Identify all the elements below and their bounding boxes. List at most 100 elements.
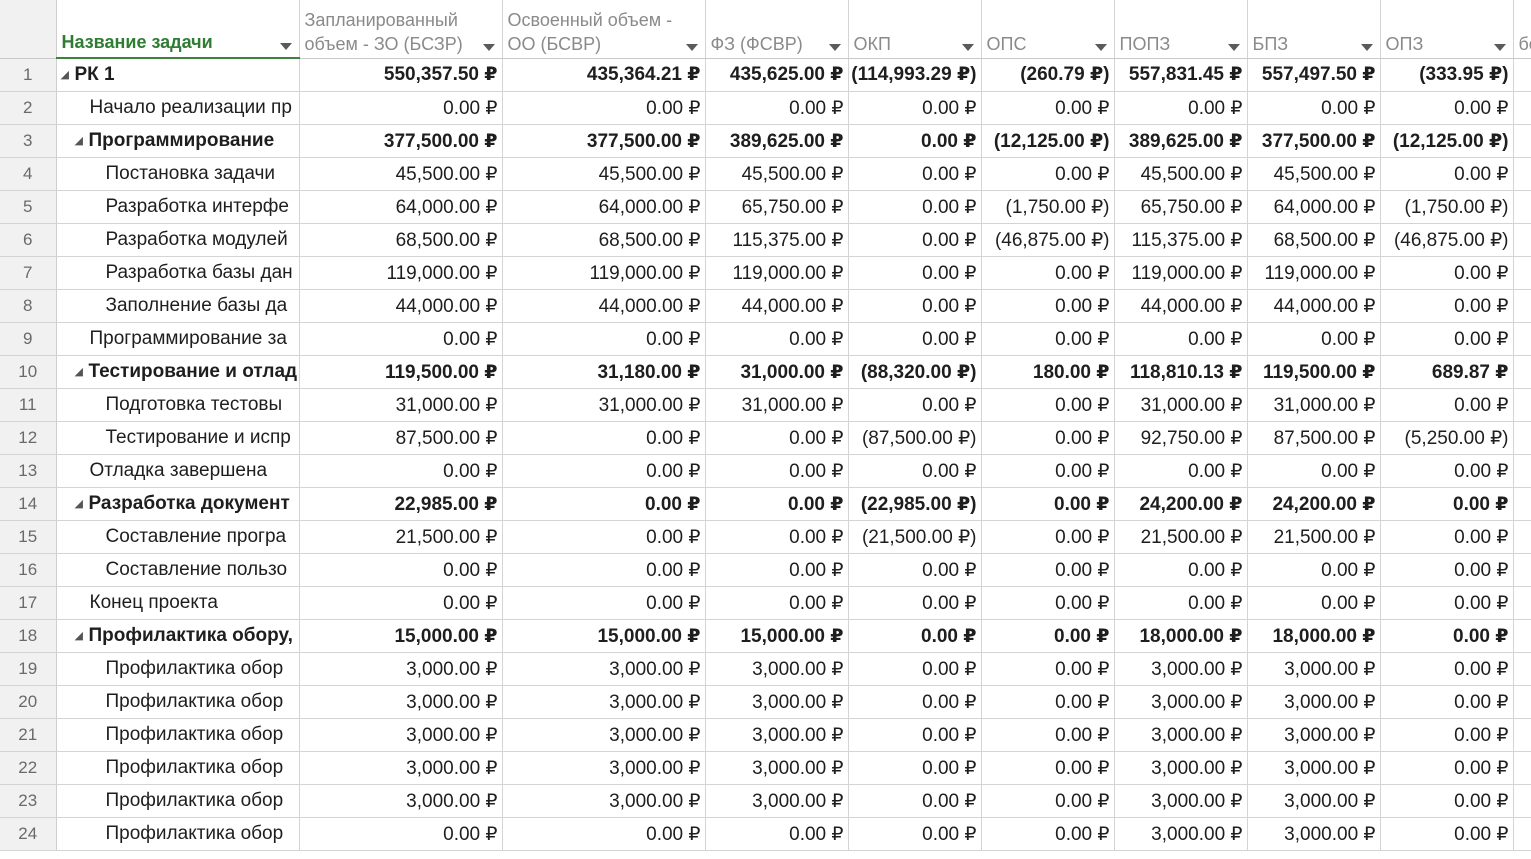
ops-cell[interactable]: 0.00 ₽: [981, 586, 1115, 620]
bpz-cell[interactable]: 31,000.00 ₽: [1247, 388, 1381, 422]
row-number[interactable]: 8: [0, 289, 57, 323]
bpz-cell[interactable]: 557,497.50 ₽: [1247, 58, 1381, 92]
actual-cost-cell[interactable]: 65,750.00 ₽: [705, 190, 849, 224]
partial-column-cell[interactable]: [1513, 421, 1531, 455]
ops-cell[interactable]: 180.00 ₽: [981, 355, 1115, 389]
ops-cell[interactable]: 0.00 ₽: [981, 751, 1115, 785]
planned-value-cell[interactable]: 0.00 ₽: [299, 454, 503, 488]
row-number[interactable]: 21: [0, 718, 57, 752]
row-number[interactable]: 17: [0, 586, 57, 620]
opz-cell[interactable]: 0.00 ₽: [1380, 817, 1514, 851]
planned-value-cell[interactable]: 68,500.00 ₽: [299, 223, 503, 257]
planned-value-cell[interactable]: 0.00 ₽: [299, 553, 503, 587]
popz-cell[interactable]: 119,000.00 ₽: [1114, 256, 1248, 290]
bpz-cell[interactable]: 64,000.00 ₽: [1247, 190, 1381, 224]
partial-column-cell[interactable]: [1513, 817, 1531, 851]
planned-value-cell[interactable]: 0.00 ₽: [299, 322, 503, 356]
okp-cell[interactable]: (114,993.29 ₽): [848, 58, 982, 92]
table-row[interactable]: 15 Составление програ 21,500.00 ₽0.00 ₽0.0…: [0, 520, 1531, 554]
actual-cost-cell[interactable]: 0.00 ₽: [705, 91, 849, 125]
earned-value-cell[interactable]: 119,000.00 ₽: [502, 256, 706, 290]
planned-value-cell[interactable]: 87,500.00 ₽: [299, 421, 503, 455]
bpz-cell[interactable]: 0.00 ₽: [1247, 454, 1381, 488]
popz-cell[interactable]: 44,000.00 ₽: [1114, 289, 1248, 323]
task-name-cell[interactable]: Профилактика обор: [56, 685, 300, 719]
filter-dropdown-arrow-icon[interactable]: [1094, 43, 1107, 51]
table-row[interactable]: 11 Подготовка тестовы 31,000.00 ₽31,000.00…: [0, 388, 1531, 422]
ops-cell[interactable]: 0.00 ₽: [981, 289, 1115, 323]
task-name-cell[interactable]: Отладка завершена: [56, 454, 300, 488]
column-header-bpz[interactable]: БПЗ: [1247, 0, 1381, 59]
opz-cell[interactable]: (12,125.00 ₽): [1380, 124, 1514, 158]
ops-cell[interactable]: 0.00 ₽: [981, 685, 1115, 719]
earned-value-cell[interactable]: 3,000.00 ₽: [502, 718, 706, 752]
task-name-cell[interactable]: Профилактика обор: [56, 784, 300, 818]
partial-column-cell[interactable]: [1513, 520, 1531, 554]
actual-cost-cell[interactable]: 3,000.00 ₽: [705, 751, 849, 785]
bpz-cell[interactable]: 0.00 ₽: [1247, 91, 1381, 125]
partial-column-cell[interactable]: [1513, 256, 1531, 290]
earned-value-cell[interactable]: 68,500.00 ₽: [502, 223, 706, 257]
popz-cell[interactable]: 0.00 ₽: [1114, 454, 1248, 488]
actual-cost-cell[interactable]: 15,000.00 ₽: [705, 619, 849, 653]
opz-cell[interactable]: 0.00 ₽: [1380, 586, 1514, 620]
row-number[interactable]: 24: [0, 817, 57, 851]
earned-value-cell[interactable]: 45,500.00 ₽: [502, 157, 706, 191]
collapse-triangle-icon[interactable]: ◢: [74, 498, 83, 511]
table-row[interactable]: 6 Разработка модулей 68,500.00 ₽68,500.00 …: [0, 223, 1531, 257]
bpz-cell[interactable]: 119,500.00 ₽: [1247, 355, 1381, 389]
popz-cell[interactable]: 21,500.00 ₽: [1114, 520, 1248, 554]
column-header-planned-value[interactable]: Запланированный объем - ЗО (БСЗР): [299, 0, 503, 59]
table-row[interactable]: 18 ◢ Профилактика обору, 15,000.00 ₽15,000.…: [0, 619, 1531, 653]
partial-column-cell[interactable]: [1513, 454, 1531, 488]
table-row[interactable]: 3 ◢ Программирование 377,500.00 ₽377,500.00…: [0, 124, 1531, 158]
popz-cell[interactable]: 3,000.00 ₽: [1114, 652, 1248, 686]
bpz-cell[interactable]: 24,200.00 ₽: [1247, 487, 1381, 521]
table-row[interactable]: 16 Составление пользо 0.00 ₽0.00 ₽0.00 ₽0.…: [0, 553, 1531, 587]
task-name-cell[interactable]: Программирование за: [56, 322, 300, 356]
partial-column-cell[interactable]: [1513, 718, 1531, 752]
opz-cell[interactable]: 0.00 ₽: [1380, 652, 1514, 686]
partial-column-cell[interactable]: [1513, 784, 1531, 818]
bpz-cell[interactable]: 3,000.00 ₽: [1247, 718, 1381, 752]
earned-value-cell[interactable]: 0.00 ₽: [502, 586, 706, 620]
actual-cost-cell[interactable]: 0.00 ₽: [705, 553, 849, 587]
table-row[interactable]: 20 Профилактика обор 3,000.00 ₽3,000.00 ₽3…: [0, 685, 1531, 719]
planned-value-cell[interactable]: 0.00 ₽: [299, 817, 503, 851]
planned-value-cell[interactable]: 0.00 ₽: [299, 91, 503, 125]
task-name-cell[interactable]: Тестирование и испр: [56, 421, 300, 455]
earned-value-cell[interactable]: 0.00 ₽: [502, 322, 706, 356]
okp-cell[interactable]: 0.00 ₽: [848, 619, 982, 653]
table-row[interactable]: 10 ◢ Тестирование и отлад 119,500.00 ₽31,18…: [0, 355, 1531, 389]
actual-cost-cell[interactable]: 0.00 ₽: [705, 421, 849, 455]
opz-cell[interactable]: 0.00 ₽: [1380, 157, 1514, 191]
column-header-opz[interactable]: ОПЗ: [1380, 0, 1514, 59]
ops-cell[interactable]: 0.00 ₽: [981, 322, 1115, 356]
partial-column-cell[interactable]: [1513, 91, 1531, 125]
row-number[interactable]: 14: [0, 487, 57, 521]
table-row[interactable]: 5 Разработка интерфе 64,000.00 ₽64,000.00 …: [0, 190, 1531, 224]
filter-dropdown-arrow-icon[interactable]: [1360, 43, 1373, 51]
row-number[interactable]: 2: [0, 91, 57, 125]
table-row[interactable]: 7 Разработка базы дан 119,000.00 ₽119,000.…: [0, 256, 1531, 290]
planned-value-cell[interactable]: 3,000.00 ₽: [299, 685, 503, 719]
opz-cell[interactable]: (46,875.00 ₽): [1380, 223, 1514, 257]
actual-cost-cell[interactable]: 0.00 ₽: [705, 586, 849, 620]
popz-cell[interactable]: 115,375.00 ₽: [1114, 223, 1248, 257]
task-name-cell[interactable]: Постановка задачи: [56, 157, 300, 191]
actual-cost-cell[interactable]: 389,625.00 ₽: [705, 124, 849, 158]
partial-column-cell[interactable]: [1513, 586, 1531, 620]
bpz-cell[interactable]: 44,000.00 ₽: [1247, 289, 1381, 323]
partial-column-cell[interactable]: [1513, 157, 1531, 191]
opz-cell[interactable]: 0.00 ₽: [1380, 520, 1514, 554]
actual-cost-cell[interactable]: 0.00 ₽: [705, 520, 849, 554]
ops-cell[interactable]: 0.00 ₽: [981, 817, 1115, 851]
okp-cell[interactable]: 0.00 ₽: [848, 784, 982, 818]
popz-cell[interactable]: 118,810.13 ₽: [1114, 355, 1248, 389]
row-number[interactable]: 22: [0, 751, 57, 785]
ops-cell[interactable]: 0.00 ₽: [981, 520, 1115, 554]
earned-value-cell[interactable]: 3,000.00 ₽: [502, 652, 706, 686]
planned-value-cell[interactable]: 22,985.00 ₽: [299, 487, 503, 521]
table-row[interactable]: 9 Программирование за 0.00 ₽0.00 ₽0.00 ₽0.…: [0, 322, 1531, 356]
row-number[interactable]: 3: [0, 124, 57, 158]
